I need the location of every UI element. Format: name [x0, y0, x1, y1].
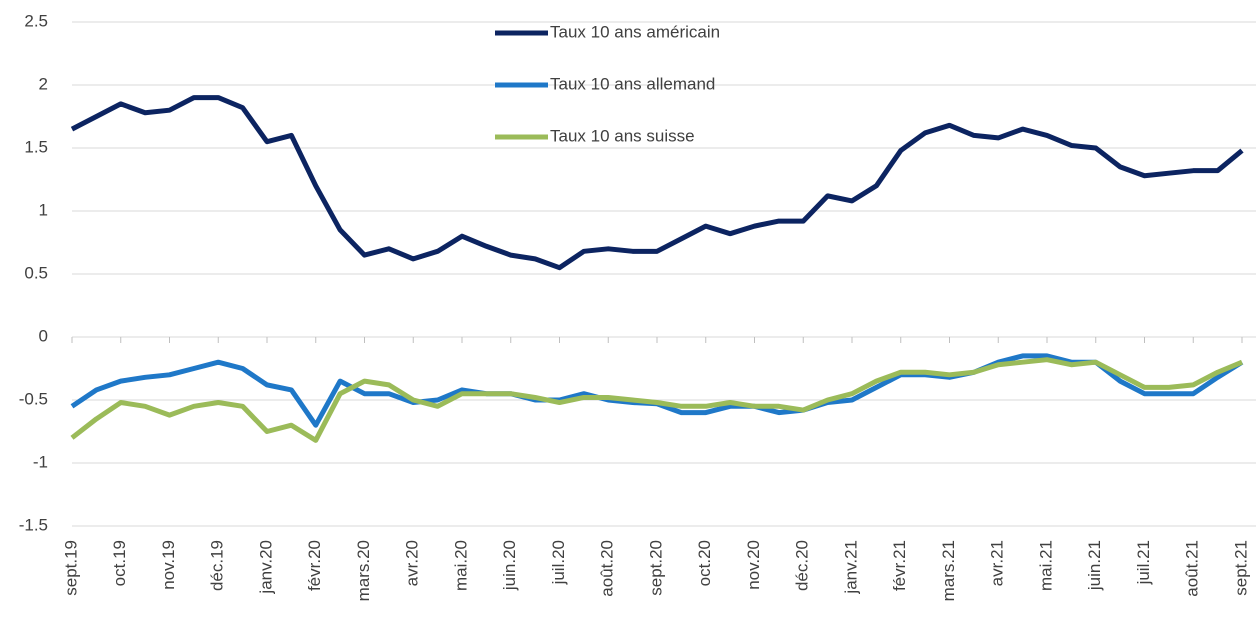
y-tick-label: 0.5 — [24, 263, 48, 282]
x-tick-label: déc.19 — [208, 540, 227, 591]
x-tick-label: sept.19 — [61, 540, 80, 596]
x-tick-label: mars.20 — [354, 540, 373, 601]
x-tick-label: juil.20 — [549, 540, 568, 585]
y-tick-label: 2 — [39, 74, 48, 93]
x-tick-label: oct.20 — [695, 540, 714, 586]
y-tick-label: 1.5 — [24, 137, 48, 156]
x-tick-label: janv.20 — [256, 540, 275, 595]
legend-label: Taux 10 ans allemand — [550, 74, 715, 93]
y-tick-label: -1.5 — [19, 515, 48, 534]
y-tick-label: 2.5 — [24, 11, 48, 30]
x-tick-label: août.21 — [1183, 540, 1202, 597]
x-tick-label: mai.20 — [451, 540, 470, 591]
x-tick-label: nov.19 — [159, 540, 178, 590]
x-tick-label: oct.19 — [110, 540, 129, 586]
x-tick-label: janv.21 — [841, 540, 860, 595]
x-tick-label: nov.20 — [744, 540, 763, 590]
x-tick-label: avr.21 — [988, 540, 1007, 586]
x-tick-label: déc.20 — [793, 540, 812, 591]
y-tick-label: 1 — [39, 200, 48, 219]
x-tick-label: juin.21 — [1085, 540, 1104, 591]
x-tick-label: sept.21 — [1231, 540, 1250, 596]
series-line — [70, 357, 1243, 443]
legend-label: Taux 10 ans suisse — [550, 126, 695, 145]
y-tick-label: -1 — [33, 452, 48, 471]
series-line — [70, 95, 1244, 271]
x-tick-label: août.20 — [598, 540, 617, 597]
x-tick-label: févr.20 — [305, 540, 324, 591]
x-tick-label: mars.21 — [939, 540, 958, 601]
x-tick-label: mai.21 — [1036, 540, 1055, 591]
y-tick-label: 0 — [39, 326, 48, 345]
x-tick-label: févr.21 — [890, 540, 909, 591]
x-tick-label: juin.20 — [500, 540, 519, 591]
y-tick-label: -0.5 — [19, 389, 48, 408]
x-tick-label: juil.21 — [1134, 540, 1153, 585]
x-tick-label: sept.20 — [646, 540, 665, 596]
legend-label: Taux 10 ans américain — [550, 22, 720, 41]
x-tick-label: avr.20 — [403, 540, 422, 586]
